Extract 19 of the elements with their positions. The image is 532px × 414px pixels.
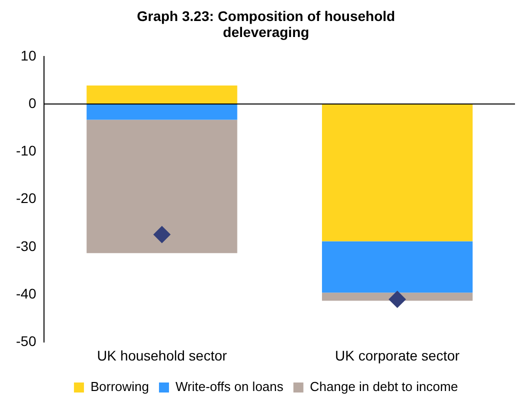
y-tick-label: -10 [16, 142, 36, 159]
x-tick-label: UK corporate sector [335, 347, 460, 364]
y-tick-label: -50 [16, 333, 36, 350]
y-tick-label: 10 [20, 47, 36, 64]
chart-title: Graph 3.23: Composition of household deleveraging [136, 8, 396, 40]
bar [86, 104, 238, 120]
legend-label: Borrowing [90, 379, 149, 394]
y-tick-label: -30 [16, 238, 36, 254]
bar [322, 104, 473, 242]
bar [322, 241, 473, 293]
legend-label: Write-offs on loans [175, 379, 284, 394]
legend-label: Change in debt to income [310, 379, 458, 394]
y-tick-label: -20 [16, 190, 36, 206]
bar [322, 292, 473, 301]
x-tick-label: UK household sector [96, 347, 228, 364]
y-tick-label: 0 [28, 94, 36, 111]
y-tick-label: -40 [16, 285, 36, 302]
bar [86, 120, 238, 254]
bar [86, 85, 238, 104]
